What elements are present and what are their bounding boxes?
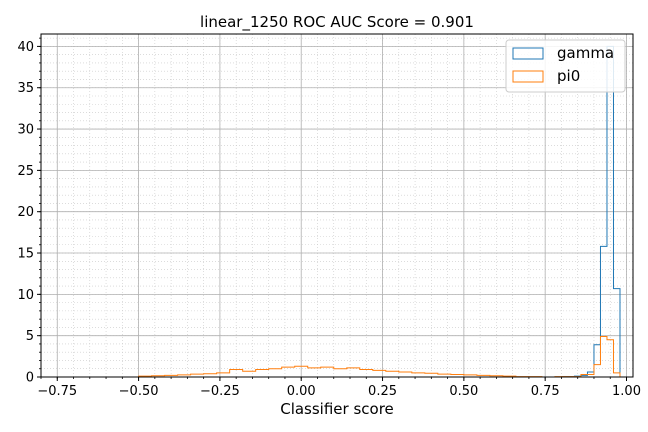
legend: gamma pi0 — [505, 39, 626, 93]
legend-box — [505, 39, 626, 93]
plot-frame — [40, 33, 634, 378]
x-tick-label: 0.75 — [531, 384, 560, 399]
x-axis-label: Classifier score — [280, 400, 394, 418]
legend-label-gamma: gamma — [557, 44, 614, 62]
x-tick-label: 0.25 — [368, 384, 397, 399]
y-tick-label: 40 — [17, 40, 34, 55]
y-tick-label: 5 — [26, 329, 34, 344]
y-tick-label: 25 — [17, 164, 34, 179]
y-tick-label: 35 — [17, 81, 34, 96]
legend-swatch-pi0 — [512, 70, 544, 83]
x-axis: −0.75 −0.50 −0.25 0.00 0.25 0.50 0.75 1.00 — [37, 377, 641, 399]
legend-swatch-gamma — [512, 47, 544, 60]
chart-title: linear_1250 ROC AUC Score = 0.901 — [200, 13, 474, 32]
y-tick-label: 15 — [17, 247, 34, 262]
y-tick-label: 30 — [17, 123, 34, 138]
x-tick-label: −0.75 — [37, 384, 77, 399]
y-axis: 0 5 10 15 20 25 30 35 40 — [17, 37, 41, 386]
y-tick-label: 20 — [17, 205, 34, 220]
y-tick-label: 0 — [26, 371, 34, 386]
y-tick-label: 10 — [17, 288, 34, 303]
x-tick-label: −0.25 — [200, 384, 240, 399]
x-tick-label: 0.00 — [287, 384, 316, 399]
grid — [40, 34, 633, 378]
x-tick-label: −0.50 — [119, 384, 159, 399]
x-tick-label: 0.50 — [449, 384, 478, 399]
legend-label-pi0: pi0 — [557, 67, 580, 85]
x-tick-label: 1.00 — [612, 384, 641, 399]
